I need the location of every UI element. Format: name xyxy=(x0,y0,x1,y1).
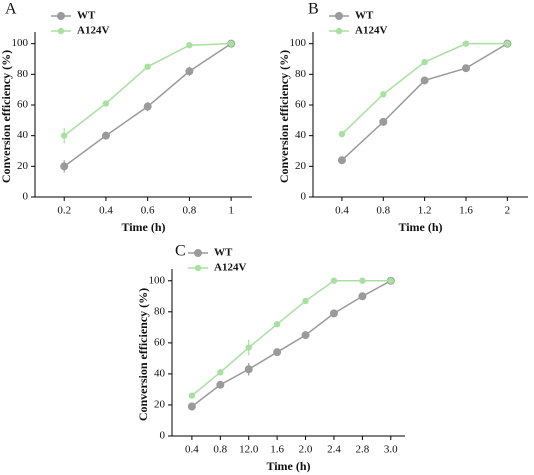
y-tick-label: 80 xyxy=(295,68,307,80)
point xyxy=(462,40,470,47)
y-tick-label: 80 xyxy=(154,305,166,317)
point xyxy=(329,309,338,318)
x-tick-label: 0.2 xyxy=(57,205,71,217)
point xyxy=(337,156,346,165)
point xyxy=(338,130,346,138)
point xyxy=(301,331,310,340)
x-axis-label: Time (h) xyxy=(398,220,442,234)
legend-label: WT xyxy=(214,247,233,259)
series-line xyxy=(341,42,508,135)
point xyxy=(185,67,194,76)
y-tick-label: 100 xyxy=(290,37,307,49)
x-tick-label: 2.8 xyxy=(356,444,370,456)
point xyxy=(379,117,388,126)
point xyxy=(273,348,282,357)
x-tick-label: 1.2 xyxy=(418,205,432,217)
x-tick-label: 0.6 xyxy=(141,205,155,217)
point xyxy=(420,76,429,85)
point xyxy=(358,292,367,301)
point xyxy=(101,131,110,140)
point xyxy=(244,365,253,374)
point xyxy=(273,321,281,328)
x-tick-label: 0.4 xyxy=(335,205,349,217)
y-tick-label: 20 xyxy=(295,160,307,172)
point xyxy=(387,277,394,284)
legend-label: WT xyxy=(355,10,374,22)
point xyxy=(359,277,366,284)
legend-marker xyxy=(194,264,202,272)
point xyxy=(186,42,193,49)
x-tick-label: 1 xyxy=(228,205,234,217)
point xyxy=(102,100,110,107)
x-tick-label: 0.4 xyxy=(99,205,113,217)
legend-marker xyxy=(335,12,343,20)
series-line xyxy=(63,42,232,137)
point xyxy=(421,58,428,66)
y-tick-label: 60 xyxy=(295,99,307,111)
y-tick-label: 80 xyxy=(17,68,29,80)
legend-marker xyxy=(57,12,65,20)
point xyxy=(188,392,196,399)
y-axis-label: Conversion efficiency (%) xyxy=(0,50,13,183)
x-axis-label: Time (h) xyxy=(121,220,165,234)
legend-label: A124V xyxy=(77,25,109,37)
x-tick-label: 0.8 xyxy=(376,205,390,217)
y-tick-label: 0 xyxy=(160,430,166,442)
y-tick-label: 0 xyxy=(301,191,307,203)
point xyxy=(217,369,224,376)
legend-marker xyxy=(194,249,202,257)
x-tick-label: 3.0 xyxy=(384,444,398,456)
y-tick-label: 40 xyxy=(295,129,307,141)
point xyxy=(144,63,151,70)
point xyxy=(504,40,511,47)
y-tick-label: 100 xyxy=(149,274,166,286)
panel: C 0 20 40 60 80 100 0.4 0.8 12.0 1.6 2.0 2.4 2.8 3.0 Ti… xyxy=(136,243,405,473)
point xyxy=(143,102,152,111)
legend-label: WT xyxy=(77,10,96,22)
x-tick-label: 1.6 xyxy=(270,444,284,456)
y-tick-label: 20 xyxy=(17,160,29,172)
series-line xyxy=(191,280,391,397)
y-tick-label: 0 xyxy=(23,191,29,203)
point xyxy=(380,91,387,98)
panel-label: A xyxy=(5,1,17,18)
legend-marker xyxy=(57,27,65,35)
x-tick-label: 1.6 xyxy=(459,205,473,217)
x-tick-label: 2.0 xyxy=(299,444,313,456)
y-tick-label: 60 xyxy=(154,336,166,348)
point xyxy=(245,344,252,351)
point xyxy=(187,402,196,411)
x-tick-label: 0.8 xyxy=(213,444,227,456)
x-tick-label: 2.4 xyxy=(327,444,341,456)
y-tick-label: 60 xyxy=(17,99,29,111)
panel-label: B xyxy=(308,1,319,18)
y-axis-label: Conversion efficiency (%) xyxy=(136,288,150,421)
point xyxy=(61,132,68,139)
x-tick-label: 0.8 xyxy=(183,205,197,217)
point xyxy=(227,40,235,47)
series-line xyxy=(191,280,392,408)
point xyxy=(302,297,309,305)
point xyxy=(216,380,225,389)
legend-label: A124V xyxy=(214,262,246,274)
y-tick-label: 40 xyxy=(154,367,166,379)
x-tick-label: 0.4 xyxy=(185,444,199,456)
y-tick-label: 20 xyxy=(154,398,166,410)
x-axis-label: Time (h) xyxy=(266,459,310,473)
y-tick-label: 100 xyxy=(12,37,29,49)
x-tick-label: 2 xyxy=(505,205,511,217)
point xyxy=(60,162,69,171)
legend-label: A124V xyxy=(355,25,387,37)
panel-label: C xyxy=(175,243,186,260)
panel: A 0 20 40 60 80 100 0.2 0.4 0.6 0.8 1 Time (h) Conver… xyxy=(0,1,252,234)
panel: B 0 20 40 60 80 100 0.4 0.8 1.2 1.6 2 Time (h) Conver… xyxy=(277,1,528,234)
point xyxy=(330,277,338,284)
legend-marker xyxy=(335,27,343,35)
y-axis-label: Conversion efficiency (%) xyxy=(277,50,291,183)
y-tick-label: 40 xyxy=(17,129,29,141)
x-tick-label: 12.0 xyxy=(239,444,259,456)
point xyxy=(461,64,470,73)
